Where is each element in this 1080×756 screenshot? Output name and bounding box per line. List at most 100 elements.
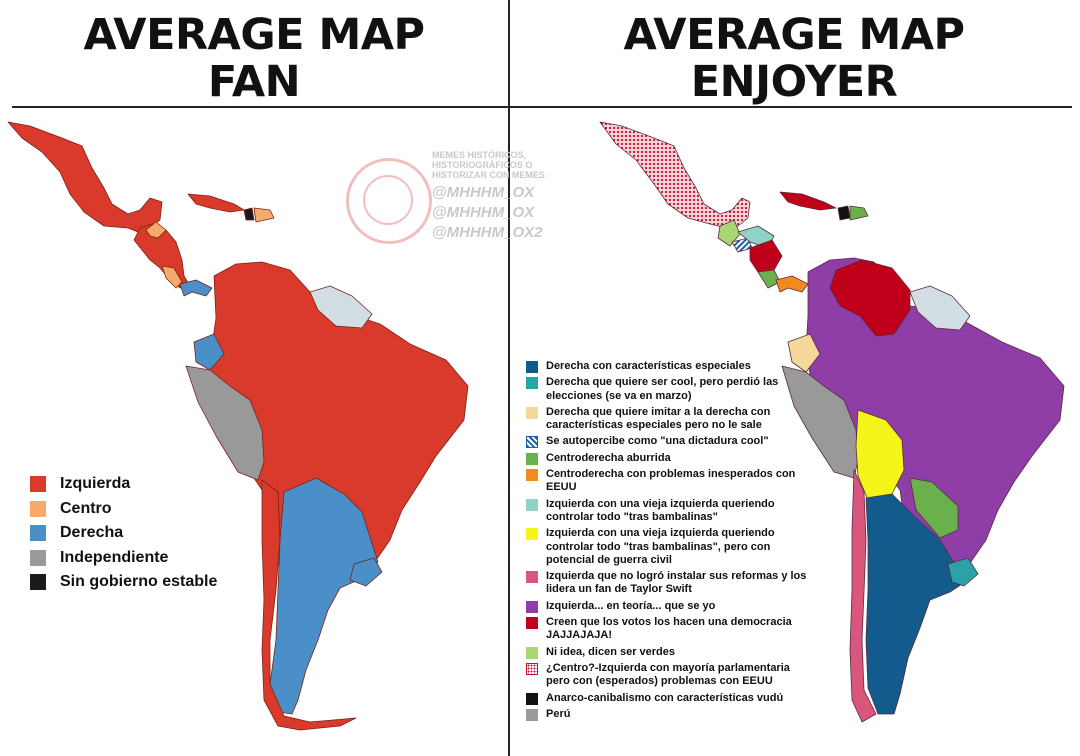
right-map	[599, 121, 1065, 723]
cuba-red	[779, 191, 837, 211]
chile-pink	[849, 469, 877, 723]
legend-label: Derecha	[60, 524, 124, 542]
horizontal-divider	[12, 106, 1072, 108]
watermark-handle: @MHHHM_OX2	[432, 224, 543, 241]
legend-swatch	[30, 500, 46, 517]
haiti-sin-gobierno	[243, 207, 255, 221]
legend-swatch	[30, 476, 46, 493]
right-title: AVERAGE MAP ENJOYER	[540, 12, 1048, 106]
legend-label: Sin gobierno estable	[60, 573, 218, 591]
legend-label: Centroderecha con problemas inesperados …	[546, 468, 796, 494]
guianas-grey	[909, 285, 971, 331]
watermark-text: MEMES HISTÓRICOS, HISTORIOGRÁFICOS O HIS…	[432, 150, 545, 180]
legend-label: Derecha que quiere imitar a la derecha c…	[546, 405, 771, 432]
left-title-line2: FAN	[207, 57, 301, 107]
guatemala-verde	[717, 219, 741, 247]
watermark: MEMES HISTÓRICOS, HISTORIOGRÁFICOS O HIS…	[346, 150, 586, 250]
legend-swatch	[526, 361, 538, 373]
panama-derecha	[179, 279, 213, 297]
legend-swatch	[526, 436, 538, 449]
right-legend-item: Se autopercibe como "una dictadura cool"	[526, 435, 816, 449]
panama-orange	[775, 275, 809, 293]
legend-label: Izquierda	[60, 475, 131, 493]
right-legend-item: Creen que los votos los hacen una democr…	[526, 616, 816, 643]
legend-swatch	[526, 377, 538, 390]
cuba	[187, 193, 245, 213]
dominican-centro	[253, 207, 275, 223]
legend-label: ¿Centro?-Izquierda con mayoría parlament…	[546, 661, 790, 688]
left-legend-item-independiente: Independiente	[30, 546, 217, 571]
legend-swatch	[526, 406, 538, 419]
left-legend-item-derecha: Derecha	[30, 521, 217, 546]
right-legend-item: Centroderecha aburrida	[526, 452, 816, 465]
right-legend-item: Perú	[526, 708, 816, 721]
mexico-checked	[599, 121, 751, 229]
legend-swatch	[526, 469, 538, 482]
legend-swatch	[526, 571, 538, 584]
watermark-line: HISTORIZAR CON MEMES	[432, 170, 545, 180]
legend-swatch	[526, 662, 538, 675]
right-legend-item: Ni idea, dicen ser verdes	[526, 646, 816, 659]
watermark-line: MEMES HISTÓRICOS,	[432, 150, 527, 160]
legend-label: Derecha que quiere ser cool, pero perdió…	[546, 376, 779, 402]
legend-label: Anarco-canibalismo con características v…	[546, 691, 784, 704]
ecuador-derecha	[193, 333, 225, 371]
legend-label: Derecha con características especiales	[546, 360, 751, 372]
watermark-handle: @MHHHM_OX	[432, 204, 535, 221]
right-legend-item: Izquierda que no logró instalar sus refo…	[526, 570, 816, 597]
costa-rica-green	[757, 269, 781, 289]
legend-swatch	[526, 708, 538, 721]
left-map	[7, 121, 469, 731]
argentina-blue	[865, 493, 969, 715]
chile-strip	[261, 479, 357, 731]
left-legend-item-centro: Centro	[30, 497, 217, 522]
legend-label: Izquierda con una vieja izquierda querie…	[546, 527, 775, 566]
venezuela-red	[829, 259, 911, 337]
legend-label: Ni idea, dicen ser verdes	[546, 645, 676, 658]
right-legend-item: Izquierda con una vieja izquierda querie…	[526, 527, 816, 567]
uruguay-teal	[947, 557, 979, 587]
left-legend-item-izquierda: Izquierda	[30, 472, 217, 497]
right-legend: Derecha con características especiales D…	[526, 360, 816, 724]
vertical-divider	[508, 0, 510, 756]
right-legend-item: Derecha que quiere ser cool, pero perdió…	[526, 376, 816, 403]
peru-independiente	[185, 365, 265, 481]
southern-cone-derecha	[269, 477, 379, 715]
right-title-line1: AVERAGE MAP	[623, 10, 965, 60]
legend-label: Izquierda... en teoría... que se yo	[546, 599, 716, 612]
seal-logo-icon	[346, 158, 432, 244]
honduras-centro	[145, 221, 167, 239]
legend-swatch	[526, 646, 538, 659]
legend-swatch	[526, 692, 538, 705]
right-legend-item: Centroderecha con problemas inesperados …	[526, 468, 816, 495]
legend-label: Izquierda que no logró instalar sus refo…	[546, 570, 807, 596]
legend-label: Creen que los votos los hacen una democr…	[546, 616, 792, 642]
ecuador-beige	[787, 333, 821, 373]
legend-swatch	[30, 574, 46, 591]
legend-label: Perú	[546, 707, 571, 720]
left-legend: Izquierda Centro Derecha Independiente S…	[30, 472, 217, 595]
watermark-handle: @MHHHM_OX	[432, 184, 535, 201]
right-legend-item: Anarco-canibalismo con características v…	[526, 692, 816, 705]
costa-rica-centro	[161, 265, 183, 289]
uruguay-derecha	[349, 557, 383, 587]
right-legend-item: Derecha que quiere imitar a la derecha c…	[526, 406, 816, 433]
legend-swatch	[526, 498, 538, 511]
legend-swatch	[526, 452, 538, 465]
paraguay-green	[909, 477, 959, 539]
legend-label: Independiente	[60, 548, 169, 566]
nicaragua-red	[749, 239, 783, 273]
legend-swatch	[526, 528, 538, 541]
right-legend-item: Izquierda con una vieja izquierda querie…	[526, 498, 816, 525]
left-title: AVERAGE MAP FAN	[0, 12, 508, 106]
right-title-line2: ENJOYER	[690, 57, 898, 107]
legend-label: Izquierda con una vieja izquierda querie…	[546, 497, 775, 523]
legend-swatch	[30, 525, 46, 542]
left-legend-item-sin-gobierno: Sin gobierno estable	[30, 570, 217, 595]
right-legend-item: Derecha con características especiales	[526, 360, 816, 373]
legend-label: Se autopercibe como "una dictadura cool"	[546, 435, 769, 448]
legend-swatch	[526, 600, 538, 613]
haiti-black	[837, 205, 851, 221]
right-legend-item: ¿Centro?-Izquierda con mayoría parlament…	[526, 662, 816, 689]
legend-label: Centro	[60, 499, 112, 517]
